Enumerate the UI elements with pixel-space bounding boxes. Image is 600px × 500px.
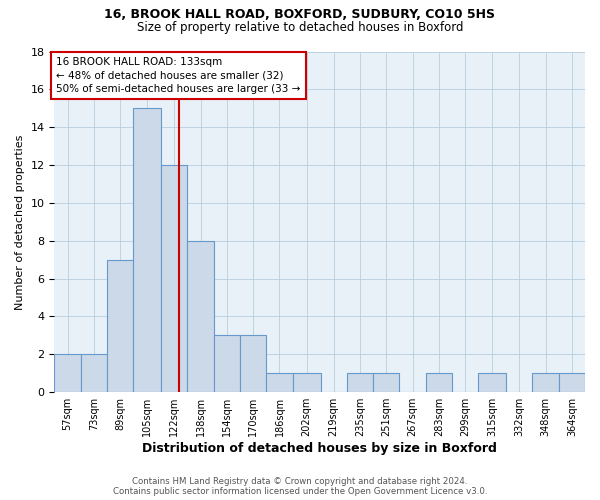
Bar xyxy=(107,260,133,392)
Bar xyxy=(266,374,293,392)
Bar xyxy=(373,374,400,392)
Text: 16 BROOK HALL ROAD: 133sqm
← 48% of detached houses are smaller (32)
50% of semi: 16 BROOK HALL ROAD: 133sqm ← 48% of deta… xyxy=(56,57,301,94)
Y-axis label: Number of detached properties: Number of detached properties xyxy=(15,134,25,310)
Bar xyxy=(133,108,161,392)
X-axis label: Distribution of detached houses by size in Boxford: Distribution of detached houses by size … xyxy=(142,442,497,455)
Bar xyxy=(161,165,187,392)
Text: Size of property relative to detached houses in Boxford: Size of property relative to detached ho… xyxy=(137,21,463,34)
Bar xyxy=(478,374,506,392)
Bar xyxy=(187,241,214,392)
Bar xyxy=(55,354,80,392)
Bar xyxy=(532,374,559,392)
Bar xyxy=(80,354,107,392)
Bar xyxy=(293,374,320,392)
Bar xyxy=(240,336,266,392)
Bar xyxy=(559,374,585,392)
Bar xyxy=(214,336,240,392)
Text: 16, BROOK HALL ROAD, BOXFORD, SUDBURY, CO10 5HS: 16, BROOK HALL ROAD, BOXFORD, SUDBURY, C… xyxy=(104,8,496,20)
Bar xyxy=(425,374,452,392)
Bar xyxy=(347,374,373,392)
Text: Contains HM Land Registry data © Crown copyright and database right 2024.
Contai: Contains HM Land Registry data © Crown c… xyxy=(113,476,487,496)
